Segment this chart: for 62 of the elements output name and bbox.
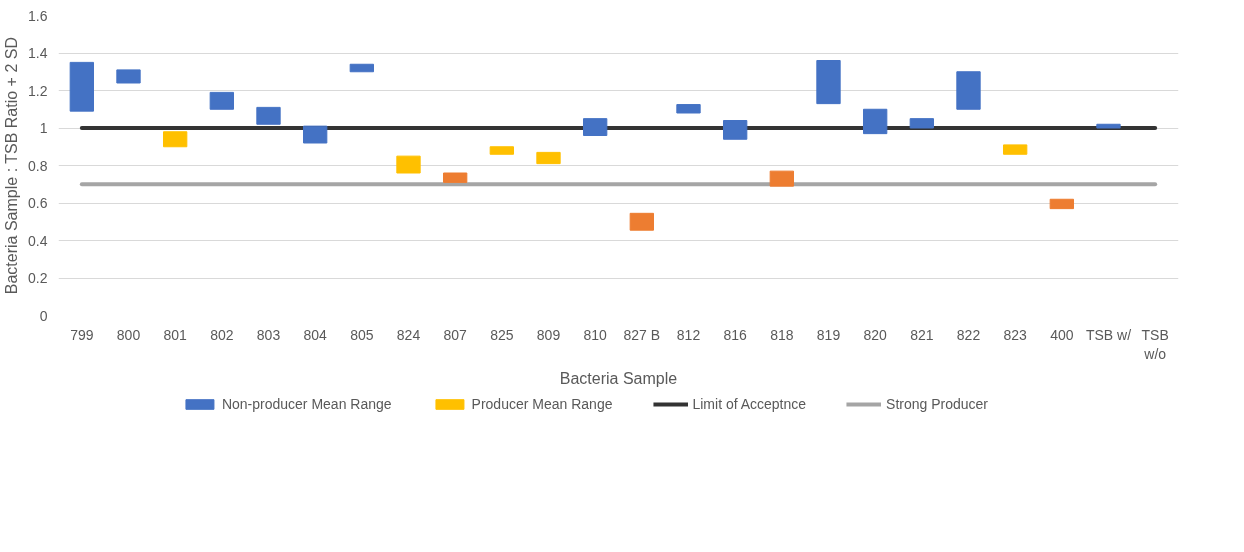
- x-axis-title: Bacteria Sample: [559, 369, 678, 387]
- y-tick-label: 1: [39, 120, 48, 136]
- bar: [1049, 198, 1074, 210]
- bar: [629, 212, 654, 231]
- x-tick-label: 800: [116, 326, 141, 343]
- y-tick-label: 0.8: [28, 157, 48, 174]
- x-tick-label: 799: [70, 326, 94, 343]
- x-tick-label: 823: [1003, 326, 1028, 343]
- y-tick-label: 0.4: [28, 232, 48, 249]
- x-tick-label: 804: [303, 326, 328, 343]
- legend-label: Non-producer Mean Range: [221, 396, 392, 412]
- legend-label: Strong Producer: [886, 396, 989, 412]
- bar: [723, 120, 748, 140]
- x-tick-label: 824: [396, 326, 421, 343]
- bar: [396, 155, 421, 174]
- bar: [443, 172, 468, 183]
- bar: [1003, 144, 1028, 155]
- bar: [583, 118, 608, 136]
- bar: [536, 151, 561, 165]
- x-tick-label: 820: [863, 326, 888, 343]
- x-tick-label: 807: [443, 326, 468, 343]
- x-tick-label: 803: [256, 326, 281, 343]
- y-tick-label: 1.2: [28, 82, 48, 99]
- x-tick-label: 825: [490, 326, 514, 343]
- bar: [1096, 123, 1121, 129]
- legend-label: Limit of Acceptnce: [692, 396, 807, 412]
- x-tick-label: 821: [910, 326, 934, 343]
- x-tick-label: 816: [723, 326, 748, 343]
- bar: [256, 106, 281, 125]
- x-tick-label: 802: [210, 326, 234, 343]
- x-tick-label: 801: [163, 326, 188, 343]
- x-tick-label: TSB w/o: [1141, 326, 1169, 362]
- y-tick-label: 0: [39, 307, 48, 324]
- bar: [116, 69, 141, 84]
- bar: [676, 104, 701, 114]
- bar: [769, 170, 794, 187]
- x-tick-label: 809: [536, 326, 561, 343]
- x-tick-label: 827 B: [623, 326, 661, 343]
- y-tick-label: 1.6: [28, 7, 48, 24]
- bar: [863, 108, 888, 135]
- bar: [69, 61, 94, 112]
- bar: [909, 118, 934, 129]
- bar: [489, 146, 514, 155]
- y-tick-label: 0.6: [28, 195, 48, 211]
- bar: [163, 131, 188, 148]
- x-tick-label: TSB w/: [1085, 326, 1132, 343]
- y-tick-label: 1.4: [28, 45, 48, 61]
- x-tick-label: 818: [770, 326, 794, 343]
- x-tick-label: 805: [350, 326, 374, 343]
- x-tick-label: 400: [1050, 326, 1074, 343]
- y-axis-title: Bacteria Sample : TSB Ratio + 2 SD: [3, 37, 21, 295]
- x-tick-label: 812: [676, 326, 701, 343]
- x-tick-label: 810: [583, 326, 608, 343]
- bar: [209, 91, 234, 110]
- x-tick-label: 819: [816, 326, 841, 343]
- x-tick-label: 822: [956, 326, 981, 343]
- y-tick-label: 0.2: [28, 270, 48, 286]
- bar: [303, 125, 328, 144]
- bar: [816, 60, 841, 105]
- bar: [956, 71, 981, 110]
- legend-label: Producer Mean Range: [471, 396, 613, 412]
- bar: [349, 63, 374, 73]
